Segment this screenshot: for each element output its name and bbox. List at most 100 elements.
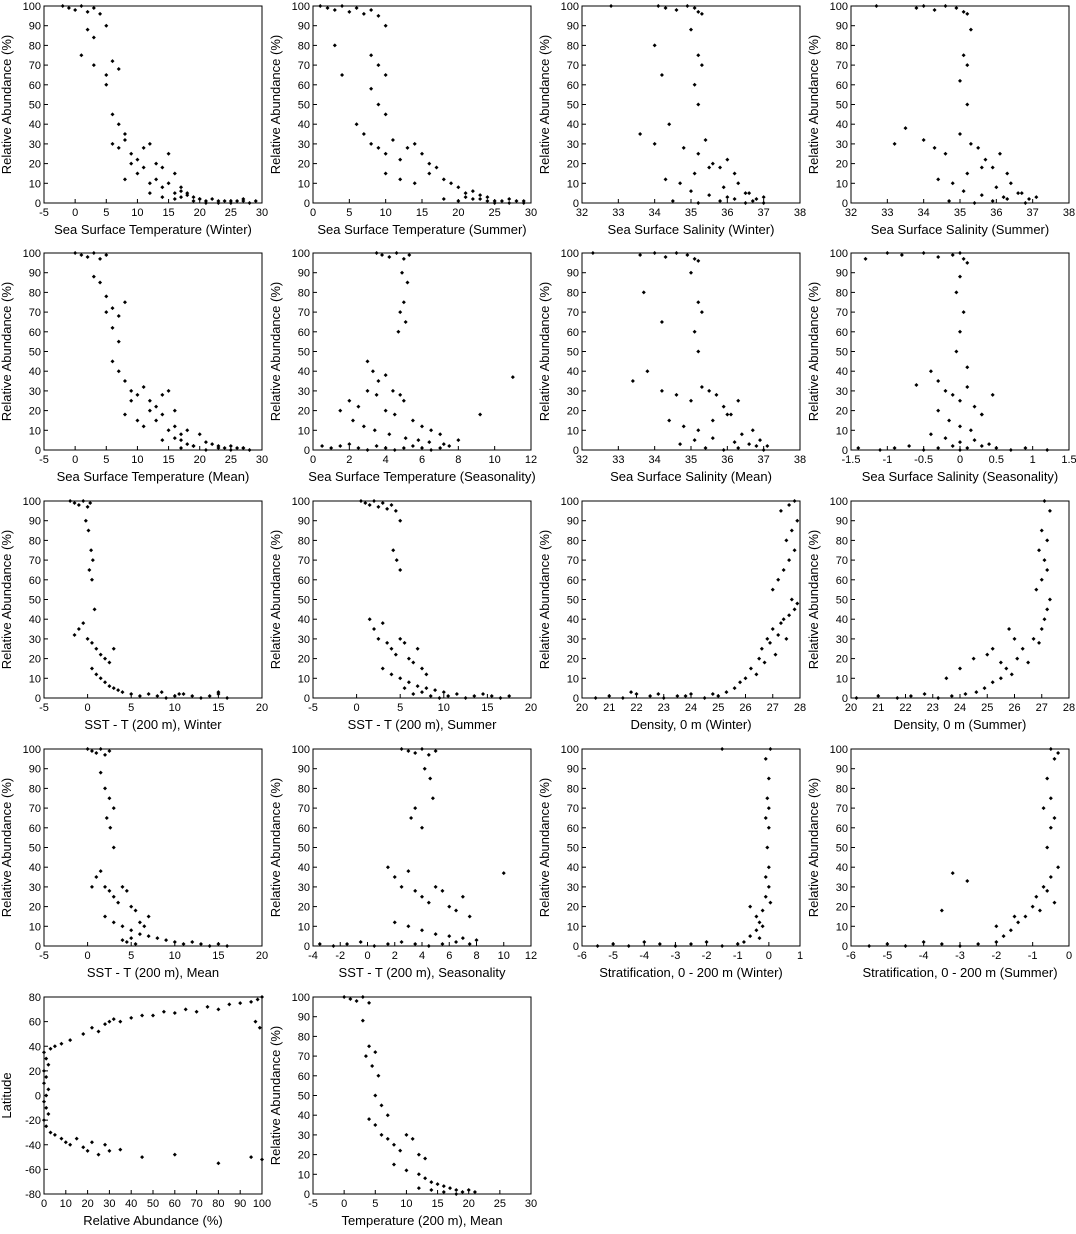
data-point [732, 686, 737, 691]
data-point [440, 942, 445, 947]
data-point [936, 408, 941, 413]
data-point [976, 145, 981, 150]
data-point [1007, 627, 1012, 632]
data-point [146, 934, 151, 939]
data-point [770, 627, 775, 632]
x-tick-label: -0.5 [914, 454, 933, 466]
y-tick-label: 100 [561, 1, 579, 13]
data-point [361, 11, 366, 16]
data-point [958, 398, 962, 403]
plot-frame [312, 5, 532, 204]
data-point [373, 1093, 378, 1098]
y-tick-label: 10 [836, 178, 848, 190]
data-point [385, 506, 390, 511]
data-point [1026, 660, 1031, 665]
y-tick-label: 100 [23, 248, 41, 260]
data-point [68, 1038, 73, 1043]
data-point [98, 747, 103, 751]
data-point [85, 9, 90, 14]
data-point [943, 4, 948, 8]
data-point [965, 878, 970, 883]
data-point [79, 252, 84, 257]
data-point [190, 694, 195, 699]
data-point [190, 940, 195, 945]
data-point [405, 145, 410, 150]
data-point [203, 448, 208, 452]
x-tick-label: 20 [463, 1198, 475, 1210]
data-point [205, 1004, 210, 1009]
y-tick-label: 60 [29, 823, 41, 835]
x-tick-label: 20 [194, 207, 206, 219]
data-point [674, 392, 679, 397]
data-point [766, 806, 771, 811]
data-point [412, 141, 417, 146]
y-tick-label: 0 [304, 198, 310, 210]
data-point [409, 815, 414, 820]
data-point [103, 786, 108, 791]
y-axis-label: Relative Abundance (%) [0, 530, 14, 669]
data-point [692, 329, 697, 334]
data-point [932, 7, 937, 12]
scatter-panel: 32 33 34 35 36 37 38 0 10 20 30 40 50 60 70 80 90 100 Sea … [806, 1, 1075, 237]
data-point [122, 379, 127, 384]
data-point [659, 319, 664, 324]
data-point [1005, 197, 1010, 202]
data-point [990, 165, 995, 170]
data-point [235, 199, 240, 204]
x-tick-label: 0 [310, 454, 316, 466]
y-tick-label: 0 [35, 198, 41, 210]
data-point [400, 270, 405, 275]
data-point [454, 940, 459, 945]
data-point [958, 944, 962, 948]
data-point [361, 424, 366, 429]
data-point [318, 4, 323, 8]
data-point [91, 251, 96, 255]
data-point [406, 680, 411, 685]
data-point [110, 325, 115, 330]
x-tick-label: 33 [881, 207, 893, 219]
y-tick-label: 40 [298, 119, 310, 131]
data-point [107, 748, 112, 753]
data-point [928, 369, 933, 374]
x-tick-label: -5 [39, 950, 49, 962]
x-tick-label: -1 [1028, 950, 1038, 962]
data-point [990, 392, 995, 397]
data-point [1031, 636, 1036, 641]
x-tick-label: -5 [39, 207, 49, 219]
x-tick-label: 5 [346, 207, 352, 219]
data-point [383, 171, 388, 176]
data-point [950, 871, 955, 876]
data-point [754, 444, 759, 449]
data-point [142, 924, 147, 929]
data-point [1034, 195, 1039, 200]
x-tick-label: 20 [845, 702, 857, 714]
data-point [383, 446, 388, 451]
data-point [103, 656, 108, 661]
plot-frame [43, 748, 263, 947]
data-point [1052, 900, 1057, 905]
data-point [367, 1000, 372, 1005]
y-tick-label: -60 [25, 1164, 41, 1176]
data-point [413, 750, 418, 755]
y-tick-label: 100 [830, 1, 848, 13]
data-point [392, 412, 397, 417]
data-point [129, 151, 134, 156]
y-tick-label: 60 [567, 823, 579, 835]
data-point [398, 567, 403, 572]
data-point [433, 884, 438, 889]
data-point [76, 627, 81, 632]
x-axis-label: Sea Surface Temperature (Seasonality) [308, 469, 535, 484]
data-point [735, 942, 740, 947]
x-tick-label: 25 [712, 702, 724, 714]
data-point [216, 1161, 221, 1166]
data-point [392, 875, 397, 880]
x-tick-label: -6 [846, 950, 856, 962]
data-point [72, 632, 77, 637]
data-point [179, 446, 184, 451]
data-point [94, 875, 99, 880]
data-point [373, 1123, 378, 1128]
data-point [179, 432, 184, 437]
data-point [89, 577, 94, 582]
data-point [120, 690, 125, 695]
